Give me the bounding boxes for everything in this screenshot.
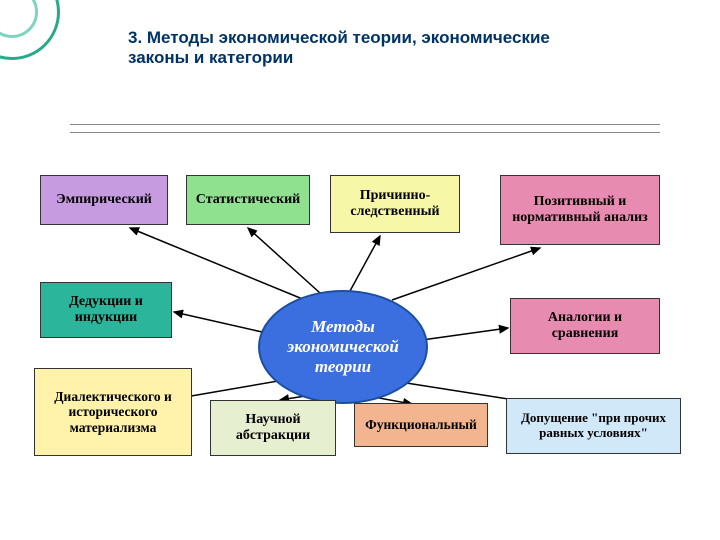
arrows-layer [0, 0, 720, 540]
central-node: Методы экономической теории [258, 290, 428, 404]
node-functional: Функциональный [354, 403, 488, 447]
node-positive: Позитивный и нормативный анализ [500, 175, 660, 245]
central-label: Методы экономической теории [260, 317, 426, 377]
node-statistical: Статистический [186, 175, 310, 225]
node-abstraction: Научной абстракции [210, 400, 336, 456]
node-analogy: Аналогии и сравнения [510, 298, 660, 354]
node-ceteris: Допущение "при прочих равных условиях" [506, 398, 681, 454]
node-causal: Причинно-следственный [330, 175, 460, 233]
node-deduction: Дедукции и индукции [40, 282, 172, 338]
hr-line-2 [70, 132, 660, 133]
node-dialectic: Диалектического и исторического материал… [34, 368, 192, 456]
hr-line-1 [70, 124, 660, 125]
node-empirical: Эмпирический [40, 175, 168, 225]
page-title: 3. Методы экономической теории, экономич… [128, 28, 568, 68]
